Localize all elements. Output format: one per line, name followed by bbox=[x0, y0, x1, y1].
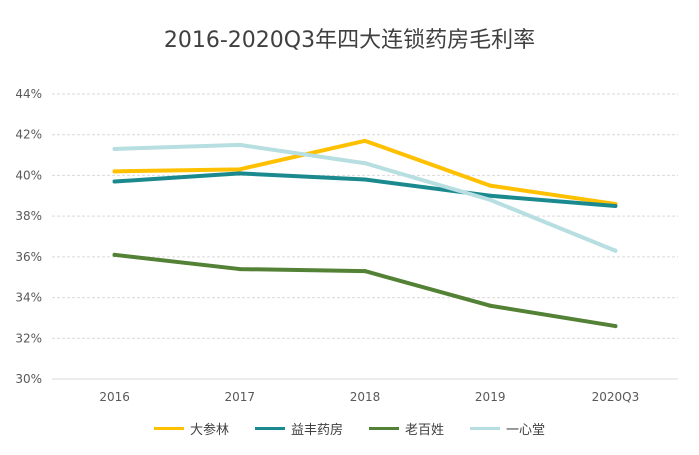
data-point bbox=[237, 167, 242, 172]
data-point bbox=[112, 169, 117, 174]
legend-item: 老百姓 bbox=[369, 419, 444, 438]
y-tick-label: 40% bbox=[15, 168, 42, 182]
legend-label: 益丰药房 bbox=[290, 423, 343, 438]
legend-label: 老百姓 bbox=[405, 423, 445, 438]
x-tick-label: 2020Q3 bbox=[592, 390, 640, 404]
legend-item: 一心堂 bbox=[470, 419, 545, 438]
data-point bbox=[488, 303, 493, 308]
data-point bbox=[488, 197, 493, 202]
legend-swatch bbox=[153, 427, 184, 430]
y-tick-label: 36% bbox=[15, 250, 42, 264]
data-point bbox=[112, 252, 117, 257]
chart-title: 2016-2020Q3年四大连锁药房毛利率 bbox=[163, 28, 536, 53]
data-point bbox=[363, 269, 367, 274]
y-tick-label: 34% bbox=[15, 291, 42, 305]
data-point bbox=[112, 146, 117, 151]
legend-item: 益丰药房 bbox=[254, 419, 343, 438]
legend-item: 大参林 bbox=[153, 419, 229, 438]
y-tick-label: 42% bbox=[15, 128, 42, 142]
legend-swatch bbox=[369, 427, 399, 430]
y-tick-label: 30% bbox=[15, 372, 42, 386]
data-point bbox=[488, 183, 493, 188]
y-tick-label: 44% bbox=[15, 87, 42, 101]
legend-label: 大参林 bbox=[189, 423, 229, 438]
data-point bbox=[363, 161, 367, 166]
series-line-老百姓 bbox=[112, 252, 618, 329]
y-tick-label: 38% bbox=[15, 209, 42, 223]
x-tick-label: 2018 bbox=[350, 390, 381, 404]
data-point bbox=[363, 177, 367, 182]
legend-swatch bbox=[470, 427, 501, 430]
data-point bbox=[237, 171, 242, 176]
data-point bbox=[613, 324, 618, 329]
x-tick-label: 2016 bbox=[99, 390, 130, 404]
data-point bbox=[363, 138, 367, 143]
data-point bbox=[488, 193, 493, 198]
data-point bbox=[237, 267, 242, 272]
legend-label: 一心堂 bbox=[506, 423, 546, 438]
x-tick-label: 2017 bbox=[225, 390, 256, 404]
data-point bbox=[112, 179, 117, 184]
data-point bbox=[237, 142, 242, 147]
series-line-大参林 bbox=[112, 138, 618, 206]
data-point bbox=[613, 203, 618, 208]
y-tick-label: 32% bbox=[15, 331, 42, 345]
x-tick-label: 2019 bbox=[475, 390, 506, 404]
data-point bbox=[613, 248, 618, 253]
legend-swatch bbox=[254, 427, 285, 430]
legend: 大参林 益丰药房 老百姓 一心堂 bbox=[0, 419, 699, 438]
series-line-一心堂 bbox=[112, 142, 618, 253]
